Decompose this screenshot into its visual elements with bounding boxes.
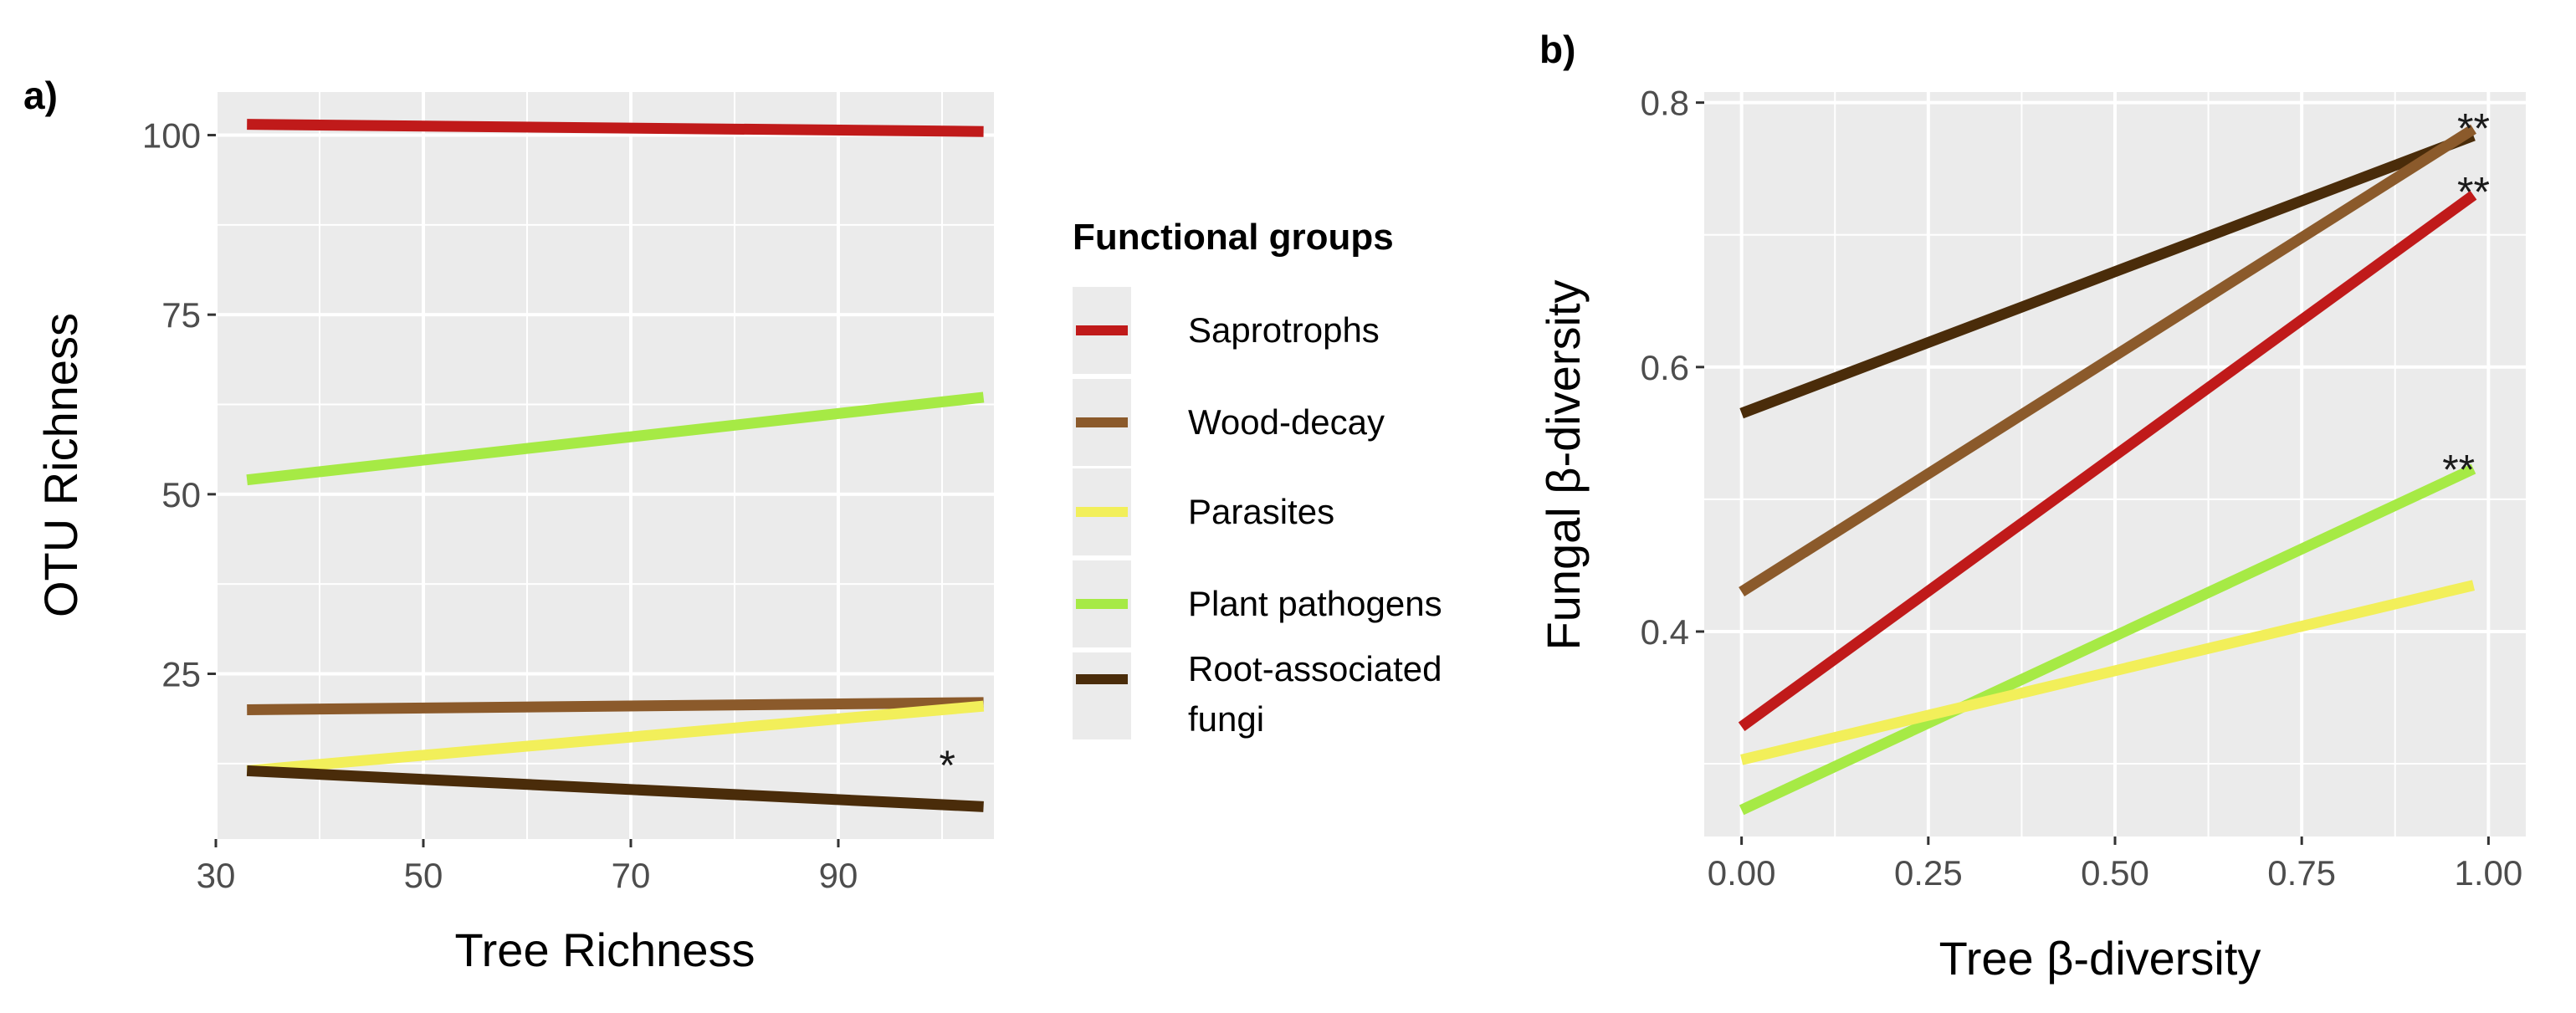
- panel-b-label: b): [1539, 28, 1575, 71]
- panel-b-grid: [1704, 92, 2526, 836]
- panel-b-annotations: ** ** **: [2442, 105, 2490, 493]
- legend-label: Saprotrophs: [1188, 310, 1380, 350]
- x-tick-label: 0.75: [2267, 853, 2336, 893]
- series-line-plant-pathogens: [246, 391, 985, 486]
- x-tick-label: 70: [612, 856, 651, 895]
- series-line-root-associated-fungi: [246, 765, 984, 812]
- panel-a-xlabel: Tree Richness: [455, 923, 755, 976]
- legend-item-parasites: Parasites: [1073, 468, 1334, 555]
- panel-a-annotations: *: [939, 742, 955, 789]
- legend-label: Plant pathogens: [1188, 584, 1442, 623]
- x-tick-label: 50: [404, 856, 443, 895]
- panel-b: b) 0.00 0.25 0.50 0.75 1.00 0.4 0.6 0.8 ** **** …: [1537, 28, 2526, 985]
- significance-label: **: [2442, 446, 2475, 493]
- panel-b-ticks: 0.00 0.25 0.50 0.75 1.00 0.4 0.6 0.8: [1641, 84, 2523, 893]
- legend-item-wood-decay: Wood-decay: [1073, 379, 1385, 466]
- series-line-wood-decay: [247, 697, 984, 715]
- x-tick-label: 90: [819, 856, 858, 895]
- legend-item-saprotrophs: Saprotrophs: [1073, 287, 1380, 374]
- y-tick-label: 100: [142, 116, 201, 156]
- panel-a-ticks: 30 50 70 90 25 50 75 100: [142, 116, 858, 895]
- y-tick-label: 0.8: [1641, 84, 1689, 123]
- series-line-saprotrophs: [247, 119, 984, 137]
- x-tick-label: 0.25: [1894, 853, 1963, 893]
- legend: Functional groups Saprotrophs Wood-decay P…: [1073, 217, 1442, 739]
- panel-b-series: [1738, 124, 2477, 816]
- legend-label: Wood-decay: [1188, 402, 1385, 442]
- significance-label: **: [2457, 105, 2490, 151]
- panel-b-xlabel: Tree β-diversity: [1939, 932, 2261, 985]
- significance-label: **: [2457, 168, 2490, 215]
- series-line-plant-pathogens: [1739, 463, 2476, 816]
- series-line-parasites: [1740, 580, 2476, 765]
- x-tick-label: 30: [197, 856, 236, 895]
- y-tick-label: 0.6: [1641, 348, 1689, 387]
- significance-label: *: [939, 742, 955, 789]
- legend-key-background: [1073, 652, 1131, 739]
- y-tick-label: 0.4: [1641, 612, 1689, 652]
- series-line-root-associated-fungi: [1739, 130, 2476, 419]
- y-tick-label: 25: [161, 655, 201, 694]
- y-tick-label: 50: [161, 475, 201, 514]
- y-tick-label: 75: [161, 295, 201, 335]
- x-tick-label: 0.50: [2081, 853, 2149, 893]
- series-line-parasites: [246, 700, 985, 776]
- legend-label: fungi: [1188, 699, 1264, 739]
- panel-a-label: a): [23, 74, 58, 117]
- x-tick-label: 1.00: [2454, 853, 2522, 893]
- legend-label: Root-associated: [1188, 649, 1442, 688]
- legend-item-root-associated-fungi: Root-associated fungi: [1073, 649, 1442, 739]
- legend-label: Parasites: [1188, 492, 1334, 531]
- legend-item-plant-pathogens: Plant pathogens: [1073, 560, 1442, 647]
- legend-items: Saprotrophs Wood-decay Parasites Plant path…: [1073, 287, 1442, 739]
- panel-a-ylabel: OTU Richness: [34, 313, 87, 617]
- series-line-saprotrophs: [1738, 191, 2477, 732]
- panel-b-ylabel: Fungal β-diversity: [1537, 279, 1590, 650]
- panel-a: a) 30 50 70 90 25 50 75 100 * Tree Richness OTU…: [23, 74, 994, 976]
- x-tick-label: 0.00: [1708, 853, 1776, 893]
- panel-a-series: [246, 119, 985, 812]
- series-line-wood-decay: [1739, 124, 2476, 597]
- legend-title: Functional groups: [1073, 217, 1394, 258]
